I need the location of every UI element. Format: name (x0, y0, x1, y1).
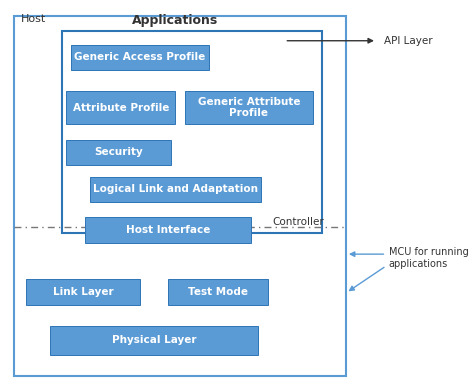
Text: API Layer: API Layer (384, 36, 433, 46)
Bar (168, 279, 268, 305)
Text: Generic Access Profile: Generic Access Profile (74, 52, 205, 62)
Text: Test Mode: Test Mode (188, 287, 248, 297)
Bar (71, 45, 209, 70)
Bar (26, 279, 140, 305)
Bar (66, 91, 175, 124)
Text: Physical Layer: Physical Layer (112, 336, 196, 345)
Bar (66, 140, 171, 165)
Text: Logical Link and Adaptation: Logical Link and Adaptation (93, 184, 258, 194)
Text: Controller: Controller (273, 217, 324, 227)
Text: Host Interface: Host Interface (126, 225, 210, 235)
Bar (185, 91, 313, 124)
Bar (14, 16, 346, 376)
Bar (50, 326, 258, 355)
Bar (85, 217, 251, 242)
Text: MCU for running
applications: MCU for running applications (389, 247, 468, 269)
Text: Generic Attribute
Profile: Generic Attribute Profile (198, 97, 300, 118)
Bar (90, 177, 261, 202)
Text: Attribute Profile: Attribute Profile (73, 103, 169, 113)
Bar (62, 31, 322, 233)
Text: Security: Security (94, 147, 143, 157)
Text: Host: Host (21, 14, 46, 24)
Text: Link Layer: Link Layer (53, 287, 113, 297)
Text: Applications: Applications (132, 14, 219, 27)
